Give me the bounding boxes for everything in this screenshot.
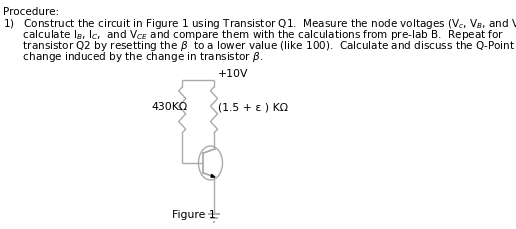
Text: transistor Q2 by resetting the $\beta$  to a lower value (like 100).  Calculate : transistor Q2 by resetting the $\beta$ t… — [3, 39, 515, 53]
Text: Figure 1: Figure 1 — [172, 210, 215, 220]
Text: calculate I$_B$, I$_C$,  and V$_{CE}$ and compare them with the calculations fro: calculate I$_B$, I$_C$, and V$_{CE}$ and… — [3, 28, 504, 42]
Text: 430KΩ: 430KΩ — [152, 102, 188, 112]
Text: change induced by the change in transistor $\beta$.: change induced by the change in transist… — [3, 50, 263, 64]
Text: 1)   Construct the circuit in Figure 1 using Transistor Q1.  Measure the node vo: 1) Construct the circuit in Figure 1 usi… — [3, 17, 516, 31]
Text: +10V: +10V — [218, 69, 248, 79]
Text: Procedure:: Procedure: — [3, 7, 59, 17]
Text: (1.5 + ε ) KΩ: (1.5 + ε ) KΩ — [218, 102, 288, 112]
Polygon shape — [211, 174, 215, 177]
